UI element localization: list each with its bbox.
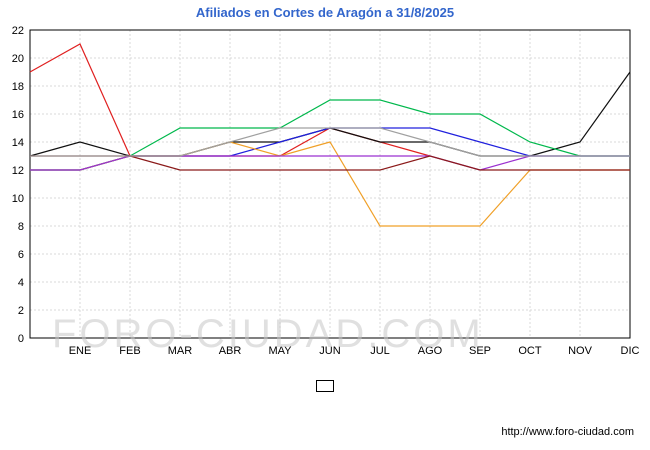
y-tick-label: 0 [18, 333, 24, 345]
plot-border [29, 29, 631, 339]
y-tick-label: 18 [12, 81, 24, 93]
x-tick-label: SEP [469, 345, 491, 357]
y-tick-label: 4 [18, 277, 24, 289]
y-tick-label: 8 [18, 221, 24, 233]
y-tick-label: 16 [12, 109, 24, 121]
y-tick-label: 22 [12, 25, 24, 37]
y-tick-label: 12 [12, 165, 24, 177]
y-tick-label: 2 [18, 305, 24, 317]
x-tick-label: JUN [319, 345, 340, 357]
x-tick-label: MAR [168, 345, 193, 357]
x-tick-label: ABR [219, 345, 242, 357]
x-tick-label: JUL [370, 345, 390, 357]
x-tick-label: OCT [518, 345, 542, 357]
legend [316, 380, 334, 392]
x-tick-label: FEB [119, 345, 140, 357]
y-tick-label: 6 [18, 249, 24, 261]
line-chart: 0 2 4 6 8 10 12 14 16 18 20 22 ENE FEB MAR ABR MAY JUN JUL… [12, 25, 640, 357]
x-tick-label: ENE [69, 345, 92, 357]
chart-title: Afiliados en Cortes de Aragón a 31/8/202… [195, 5, 455, 20]
x-tick-label: MAY [268, 345, 292, 357]
y-tick-label: 14 [12, 137, 24, 149]
x-tick-label: DIC [621, 345, 640, 357]
y-tick-label: 20 [12, 53, 24, 65]
x-tick-label: AGO [418, 345, 443, 357]
series-line-2018 [30, 127, 630, 157]
footer-url-link[interactable]: http://www.foro-ciudad.com [501, 426, 634, 438]
y-tick-label: 10 [12, 193, 24, 205]
x-tick-label: NOV [568, 345, 593, 357]
